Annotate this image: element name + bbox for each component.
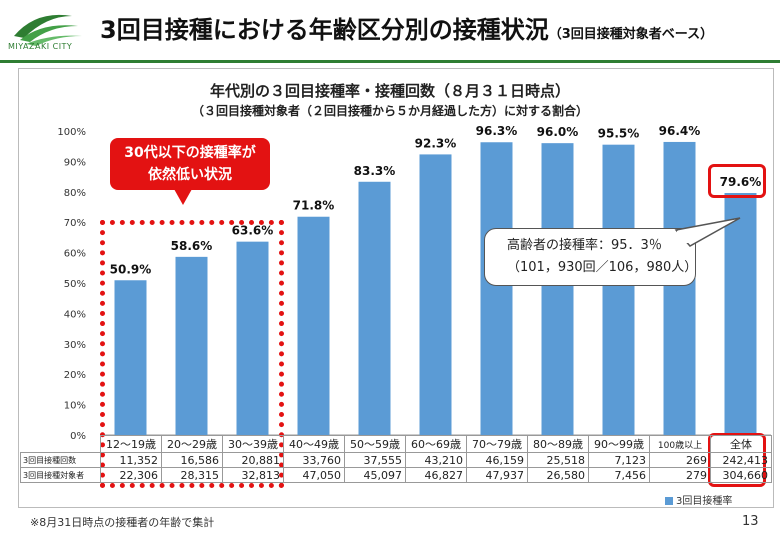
table-header-cell: 20～29歳: [161, 435, 223, 453]
table-cell: 33,760: [283, 452, 345, 468]
table-cell: 25,518: [527, 452, 589, 468]
young-age-highlight-box: [100, 220, 284, 488]
table-cell: 32,813: [222, 467, 284, 483]
table-cell: 269: [649, 452, 711, 468]
table-row-label: 3回目接種対象者: [20, 467, 101, 483]
chart-subtitle: （３回目接種対象者（２回目接種から５か月経過した方）に対する割合）: [191, 104, 588, 118]
bar-4: [358, 181, 391, 435]
elderly-rate-line2: （101，930回／106，980人）: [507, 260, 698, 275]
bar-value-label: 58.6%: [171, 239, 213, 253]
table-header-cell: 90～99歳: [588, 435, 650, 453]
y-tick-label: 90%: [64, 157, 86, 168]
bar-value-label: 92.3%: [415, 136, 457, 150]
bar-value-label: 95.5%: [598, 127, 640, 141]
bar-value-label: 79.6%: [720, 175, 762, 189]
table-header-cell: 100歳以上: [649, 435, 711, 453]
bar-value-label: 71.8%: [293, 199, 335, 213]
table-header-cell: 80～89歳: [527, 435, 589, 453]
chart-title: 年代別の３回目接種率・接種回数（８月３１日時点）: [209, 82, 570, 100]
table-header-cell: 全体: [710, 435, 772, 453]
table-cell: 46,159: [466, 452, 528, 468]
table-header-cell: 70～79歳: [466, 435, 528, 453]
bar-9: [663, 141, 696, 435]
bar-6: [480, 142, 513, 436]
page-number: 13: [742, 514, 759, 529]
bar-value-label: 63.6%: [232, 224, 274, 238]
table-cell: 304,660: [710, 467, 772, 483]
bar-1: [175, 256, 208, 435]
bar-value-label: 96.0%: [537, 125, 579, 139]
table-cell: 37,555: [344, 452, 406, 468]
y-tick-label: 10%: [64, 401, 86, 412]
chart-legend: 3回目接種率: [665, 492, 732, 507]
logo-swoosh-icon: [14, 14, 82, 46]
bar-value-label: 50.9%: [110, 262, 152, 276]
bar-3: [297, 216, 330, 435]
bar-value-label: 96.4%: [659, 124, 701, 138]
legend-swatch: [665, 497, 673, 505]
table-cell: 242,413: [710, 452, 772, 468]
table-cell: 47,050: [283, 467, 345, 483]
bar-value-label: 83.3%: [354, 164, 396, 178]
legend-label: 3回目接種率: [676, 496, 733, 507]
young-age-callout-line2: 依然低い状況: [148, 167, 232, 183]
title-divider: [0, 60, 780, 63]
table-cell: 279: [649, 467, 711, 483]
elderly-rate-callout: 高齢者の接種率：95．3％ （101，930回／106，980人）: [484, 228, 698, 286]
bar-10: [724, 193, 757, 435]
table-header-cell: 40～49歳: [283, 435, 345, 453]
table-cell: 46,827: [405, 467, 467, 483]
bar-value-label: 96.3%: [476, 124, 518, 138]
y-tick-label: 70%: [64, 218, 86, 229]
bar-0: [114, 280, 147, 435]
table-corner-cell: [20, 435, 101, 453]
page-title: 3回目接種における年齢区分別の接種状況（3回目接種対象者ベース）: [100, 10, 713, 45]
table-cell: 20,881: [222, 452, 284, 468]
table-header-cell: 60～69歳: [405, 435, 467, 453]
y-tick-label: 60%: [64, 249, 86, 260]
table-header-cell: 12～19歳: [100, 435, 162, 453]
table-cell: 7,123: [588, 452, 650, 468]
table-header-cell: 50～59歳: [344, 435, 406, 453]
table-row: 3回目接種対象者 22,306 28,315 32,813 47,050 45,…: [20, 467, 772, 483]
table-cell: 26,580: [527, 467, 589, 483]
logo-text: MIYAZAKI CITY: [8, 42, 73, 51]
bar-2: [236, 241, 269, 435]
y-tick-label: 30%: [64, 340, 86, 351]
table-cell: 22,306: [100, 467, 162, 483]
table-cell: 16,586: [161, 452, 223, 468]
table-row-label: 3回目接種回数: [20, 452, 101, 468]
table-cell: 45,097: [344, 467, 406, 483]
page-title-main: 3回目接種における年齢区分別の接種状況: [100, 16, 549, 44]
table-cell: 47,937: [466, 467, 528, 483]
table-cell: 43,210: [405, 452, 467, 468]
bar-7: [541, 143, 574, 435]
y-tick-label: 40%: [64, 309, 86, 320]
table-cell: 7,456: [588, 467, 650, 483]
elderly-rate-line1: 高齢者の接種率：95．3％: [507, 238, 662, 253]
table-row: 3回目接種回数 11,352 16,586 20,881 33,760 37,5…: [20, 452, 772, 468]
y-tick-label: 20%: [64, 370, 86, 381]
table-cell: 11,352: [100, 452, 162, 468]
young-age-callout-line1: 30代以下の接種率が: [124, 145, 256, 161]
footnote: ※8月31日時点の接種者の年齢で集計: [30, 516, 215, 529]
young-age-callout-tail: [174, 189, 192, 205]
y-tick-label: 80%: [64, 188, 86, 199]
table-cell: 28,315: [161, 467, 223, 483]
bar-8: [602, 144, 635, 435]
young-age-callout: 30代以下の接種率が 依然低い状況: [110, 138, 270, 190]
overall-value-highlight: [708, 164, 766, 198]
y-tick-label: 100%: [57, 127, 86, 138]
miyazaki-logo: [6, 6, 86, 58]
y-tick-label: 50%: [64, 279, 86, 290]
vaccination-table: 12～19歳 20～29歳 30～39歳 40～49歳 50～59歳 60～69…: [20, 435, 772, 483]
table-header-cell: 30～39歳: [222, 435, 284, 453]
page-title-sub: （3回目接種対象者ベース）: [548, 27, 714, 42]
bar-5: [419, 154, 452, 435]
table-header-row: 12～19歳 20～29歳 30～39歳 40～49歳 50～59歳 60～69…: [20, 435, 772, 453]
